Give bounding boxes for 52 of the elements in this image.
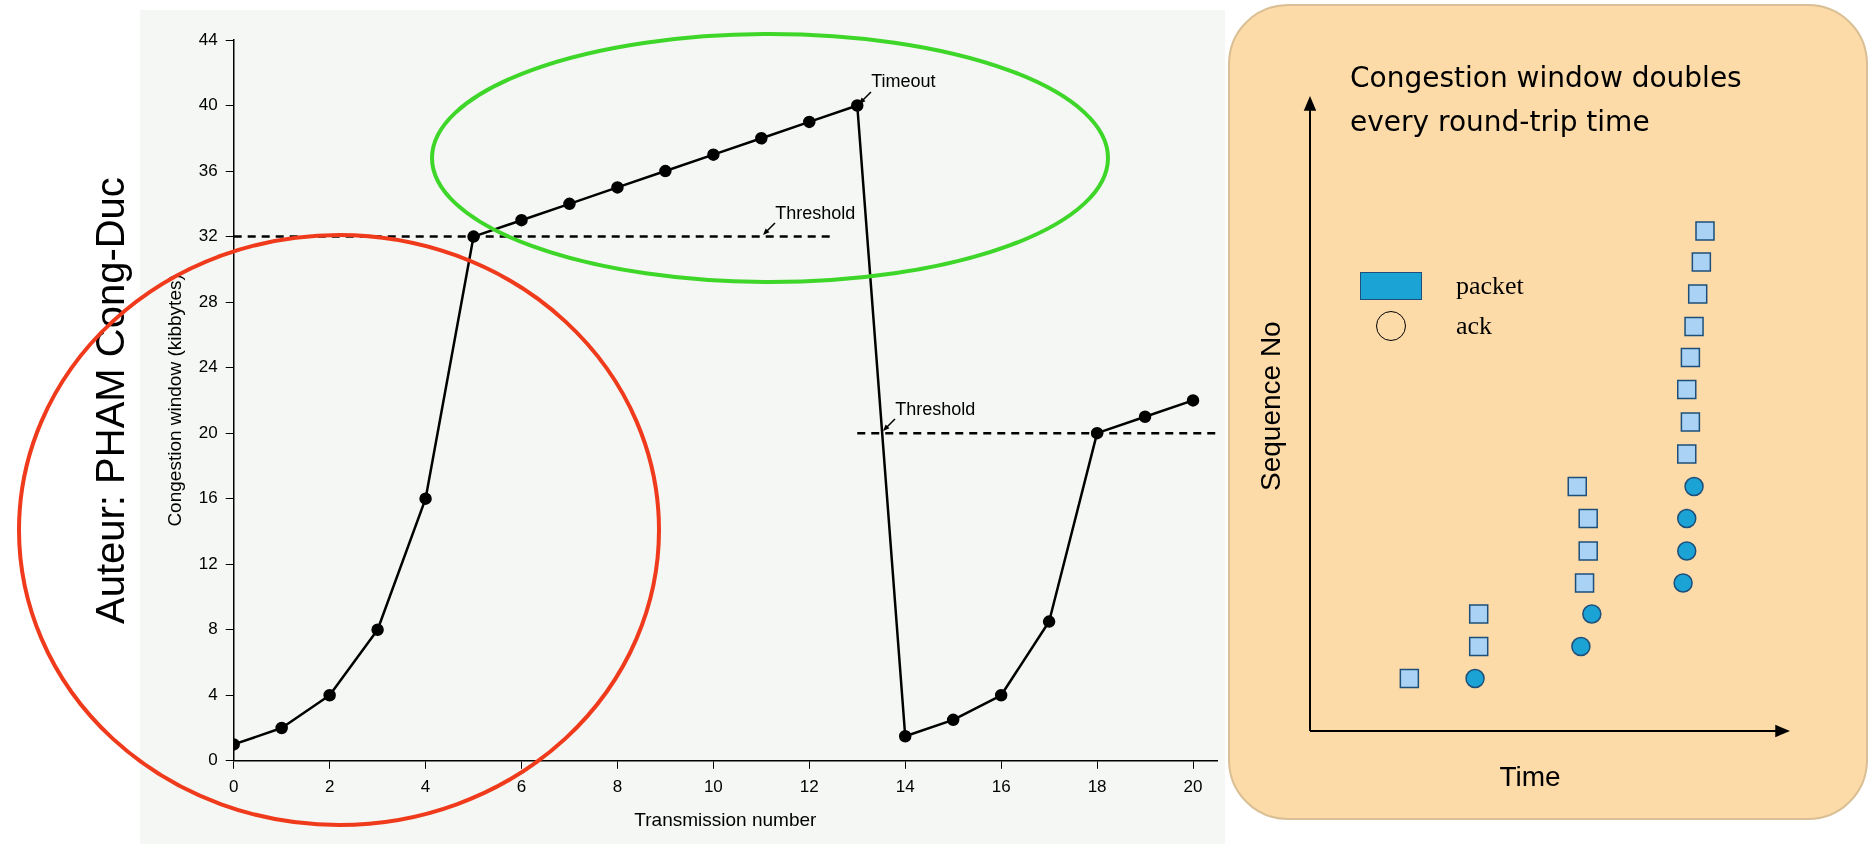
y-tick-label: 44 bbox=[198, 29, 218, 49]
y-tick-label: 28 bbox=[198, 291, 218, 311]
y-tick-label: 8 bbox=[208, 619, 218, 639]
y-tick-label: 0 bbox=[208, 750, 218, 770]
point bbox=[659, 164, 672, 178]
text: Congestion window doubles every round-trip time bbox=[1350, 60, 1743, 140]
y-tick-label: 36 bbox=[198, 160, 218, 180]
x-axis-title: Transmission number bbox=[634, 808, 818, 830]
point bbox=[803, 115, 816, 129]
y-tick-label: 40 bbox=[198, 95, 218, 115]
x-tick-label: 12 bbox=[799, 776, 819, 796]
y-tick-label: 20 bbox=[198, 422, 218, 442]
point bbox=[898, 729, 912, 743]
point bbox=[946, 713, 960, 727]
x-tick-label: 6 bbox=[516, 776, 527, 796]
point bbox=[851, 99, 864, 112]
x-tick-label: 14 bbox=[895, 776, 915, 796]
point bbox=[467, 230, 480, 243]
point bbox=[563, 197, 576, 211]
point bbox=[371, 623, 384, 636]
point bbox=[419, 492, 432, 505]
y-tick-label: 24 bbox=[198, 357, 218, 377]
point bbox=[1090, 426, 1104, 440]
x-tick-label: 8 bbox=[612, 776, 623, 796]
x-tick-label: 10 bbox=[703, 776, 723, 796]
point bbox=[755, 132, 768, 145]
x-tick-label: 2 bbox=[324, 776, 335, 796]
y-tick-label: 32 bbox=[198, 226, 218, 246]
x-tick-label: 18 bbox=[1087, 776, 1107, 796]
annotation: Timeout bbox=[871, 71, 936, 92]
annotation: Threshold bbox=[895, 399, 976, 420]
point bbox=[515, 213, 528, 227]
point bbox=[1042, 615, 1056, 628]
x-tick-label: 20 bbox=[1183, 776, 1203, 796]
author-credit: Auteur: PHAM Cong-Duc bbox=[88, 177, 133, 624]
point bbox=[275, 721, 288, 735]
point bbox=[994, 689, 1008, 702]
point bbox=[611, 181, 624, 194]
point bbox=[707, 148, 720, 161]
x-tick-label: 16 bbox=[991, 776, 1011, 796]
point bbox=[1186, 394, 1200, 407]
x-tick-label: 4 bbox=[420, 776, 431, 796]
y-tick-label: 4 bbox=[208, 684, 218, 704]
y-tick-label: 16 bbox=[198, 488, 218, 508]
point bbox=[323, 689, 336, 702]
x-tick-label: 0 bbox=[228, 776, 239, 796]
text: Time bbox=[1499, 761, 1561, 793]
y-tick-label: 12 bbox=[198, 553, 218, 573]
text: Sequence No bbox=[1255, 321, 1287, 491]
annotation: Threshold bbox=[775, 202, 856, 223]
y-axis-title: Congestion window (kibbytes) bbox=[163, 274, 185, 527]
point bbox=[1138, 410, 1152, 424]
